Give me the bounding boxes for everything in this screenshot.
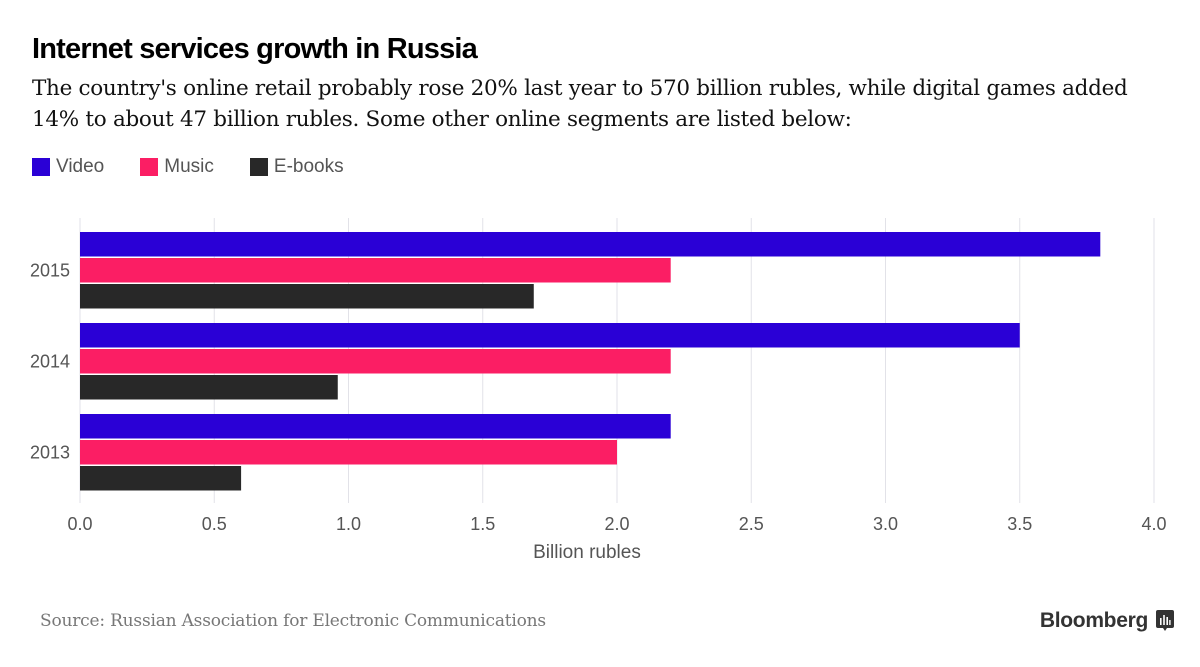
x-tick-label: 3.5 [1007,514,1032,534]
legend-label-music: Music [164,156,214,177]
bloomberg-logo: Bloomberg [1040,609,1174,633]
legend-item-ebooks: E-books [249,156,344,178]
bar-e-books-2015 [80,284,534,309]
source-note: Source: Russian Association for Electron… [40,611,546,631]
x-tick-label: 3.0 [873,514,898,534]
x-tick-label: 2.5 [739,514,764,534]
y-axis-labels: 2015 2014 2013 [30,260,70,462]
legend-item-video: Video [32,156,104,178]
chart-title: Internet services growth in Russia [32,33,478,65]
y-category-label: 2015 [30,260,70,280]
bar-music-2015 [80,258,671,283]
bar-video-2013 [80,414,671,439]
y-category-label: 2013 [30,442,70,462]
legend-swatch-video [32,158,50,176]
bar-music-2013 [80,440,617,465]
legend-swatch-ebooks [249,158,268,176]
x-tick-label: 2.0 [604,514,629,534]
x-tick-label: 4.0 [1141,514,1166,534]
y-category-label: 2014 [30,351,70,371]
bar-music-2014 [80,349,671,374]
chart-subtitle: The country's online retail probably ros… [32,76,1128,132]
legend-item-music: Music [140,156,214,178]
x-axis-labels: 0.0 0.5 1.0 1.5 2.0 2.5 3.0 3.5 4.0 [67,514,1166,534]
legend-swatch-music [140,158,159,176]
x-tick-label: 1.0 [336,514,361,534]
x-axis-title: Billion rubles [533,542,641,563]
legend: Video Music E-books [32,156,380,178]
x-tick-label: 0.0 [67,514,92,534]
bar-e-books-2013 [80,466,242,491]
bar-video-2015 [80,232,1101,257]
bloomberg-chart-icon [1156,610,1174,631]
x-tick-label: 0.5 [202,514,227,534]
legend-label-video: Video [56,156,105,177]
brand-name: Bloomberg [1039,609,1148,632]
bars [80,232,1101,491]
x-tick-label: 1.5 [470,514,495,534]
bar-video-2014 [80,323,1020,348]
legend-label-ebooks: E-books [273,156,344,177]
bar-chart: 2015 2014 2013 0.0 0.5 1.0 1.5 2.0 2.5 3.0 3.5 4.0… [30,218,1167,563]
bar-e-books-2014 [80,375,338,400]
